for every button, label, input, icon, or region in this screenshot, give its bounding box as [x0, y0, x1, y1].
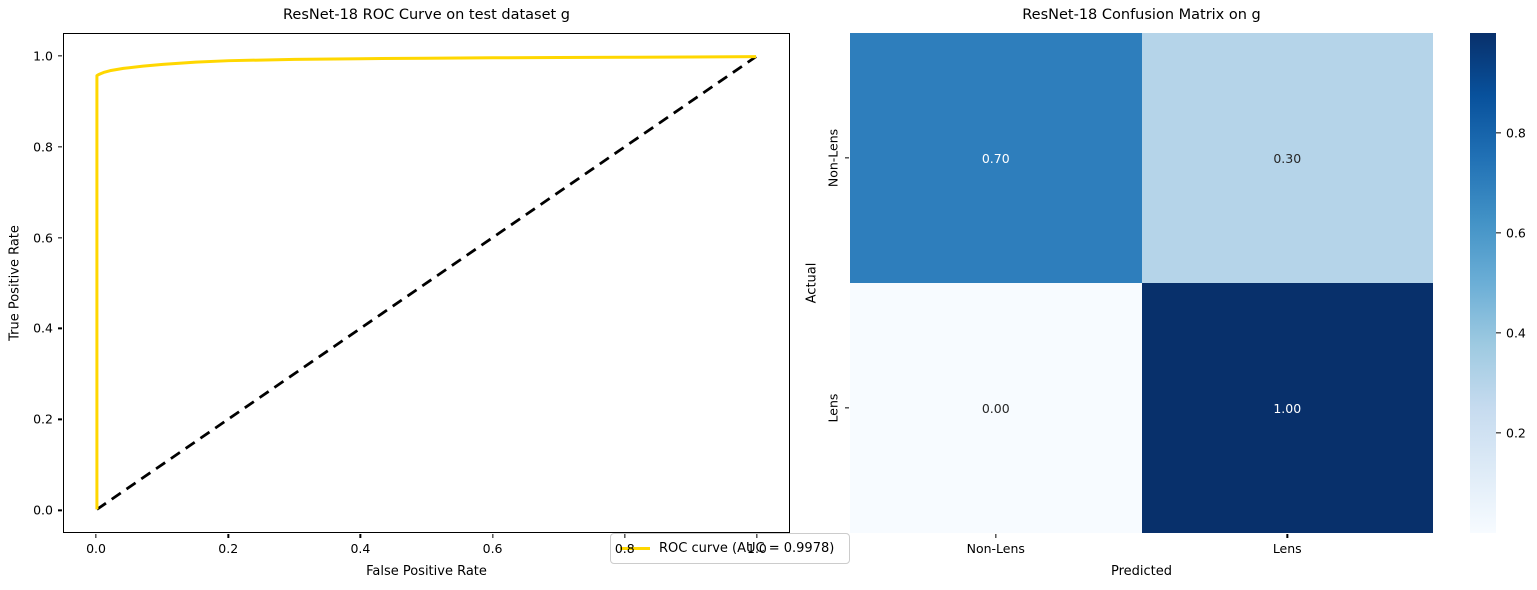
roc-y-tick-label: 0.2	[33, 411, 53, 427]
confusion-matrix-cell: 0.70	[850, 33, 1142, 283]
confusion-matrix-y-tick-mark	[845, 407, 849, 409]
roc-x-tick-label: 0.8	[614, 541, 635, 556]
roc-y-tick-mark	[58, 509, 62, 511]
confusion-matrix-cell: 0.00	[850, 283, 1142, 533]
roc-y-tick-label: 0.0	[33, 502, 53, 518]
roc-x-tick-mark	[624, 534, 626, 538]
roc-y-tick-label: 0.6	[33, 230, 53, 246]
colorbar-tick-label: 0.2	[1506, 425, 1526, 441]
roc-x-tick-mark	[756, 534, 758, 538]
confusion-matrix-cell: 0.30	[1141, 33, 1433, 283]
roc-y-tick-mark	[58, 55, 62, 57]
confusion-matrix-cell-value: 1.00	[1273, 400, 1302, 416]
roc-x-tick-label: 0.0	[86, 541, 106, 556]
confusion-matrix-x-axis-label: Predicted	[1110, 564, 1173, 579]
confusion-matrix-x-tick-mark	[1286, 534, 1288, 538]
colorbar-tick-label: 0.6	[1506, 225, 1526, 241]
roc-plot-title: ResNet-18 ROC Curve on test dataset g	[282, 7, 570, 23]
roc-x-tick-mark	[95, 534, 97, 538]
colorbar-tick-mark	[1496, 232, 1501, 234]
confusion-matrix-x-tick-label: Lens	[1272, 541, 1302, 556]
confusion-matrix-cell-value: 0.00	[981, 400, 1010, 416]
roc-y-tick-label: 0.4	[33, 320, 53, 336]
roc-x-tick-mark	[491, 534, 494, 538]
confusion-matrix-cell: 1.00	[1141, 283, 1433, 533]
roc-y-tick-mark	[58, 145, 62, 148]
roc-x-axis-label: False Positive Rate	[366, 564, 487, 579]
roc-x-tick-label: 1.0	[747, 541, 767, 556]
confusion-matrix-grid: 0.70 0.30 0.00 1.00	[850, 33, 1433, 533]
roc-plot-area: ROC curve (AUC = 0.9978)	[63, 33, 850, 564]
roc-curves-svg	[95, 55, 757, 511]
confusion-matrix-x-tick-mark	[995, 534, 997, 538]
colorbar-tick-mark	[1496, 132, 1501, 134]
roc-y-tick-mark	[58, 236, 62, 239]
confusion-matrix-y-tick-label: Lens	[825, 393, 841, 423]
roc-y-tick-mark	[58, 418, 62, 421]
roc-y-tick-label: 0.8	[33, 139, 53, 155]
colorbar-tick-label: 0.4	[1506, 325, 1526, 341]
confusion-matrix-y-tick-mark	[845, 157, 849, 159]
confusion-matrix-cell-value: 0.70	[981, 150, 1010, 166]
roc-curve-line	[95, 55, 757, 510]
roc-curve-legend-swatch	[620, 547, 650, 550]
confusion-matrix-x-tick-label: Non-Lens	[966, 541, 1025, 556]
roc-y-tick-label: 1.0	[33, 48, 53, 64]
confusion-matrix-cell-value: 0.30	[1273, 150, 1302, 166]
confusion-matrix-title: ResNet-18 Confusion Matrix on g	[1022, 7, 1261, 23]
roc-y-tick-mark	[58, 327, 62, 330]
colorbar-tick-mark	[1496, 432, 1501, 434]
colorbar-tick-mark	[1496, 332, 1501, 334]
roc-x-tick-label: 0.4	[350, 541, 371, 556]
colorbar	[1470, 33, 1496, 533]
confusion-matrix-y-axis-label: Actual	[804, 262, 820, 304]
colorbar-tick-label: 0.8	[1506, 125, 1526, 141]
roc-legend: ROC curve (AUC = 0.9978)	[610, 533, 850, 564]
roc-legend-label: ROC curve (AUC = 0.9978)	[659, 541, 835, 556]
roc-x-tick-mark	[359, 534, 362, 538]
roc-x-tick-label: 0.2	[218, 541, 239, 556]
roc-x-tick-label: 0.6	[482, 541, 503, 556]
chance-diagonal-line	[96, 55, 757, 511]
roc-x-tick-mark	[227, 534, 229, 538]
confusion-matrix-y-tick-label: Non-Lens	[825, 128, 841, 188]
